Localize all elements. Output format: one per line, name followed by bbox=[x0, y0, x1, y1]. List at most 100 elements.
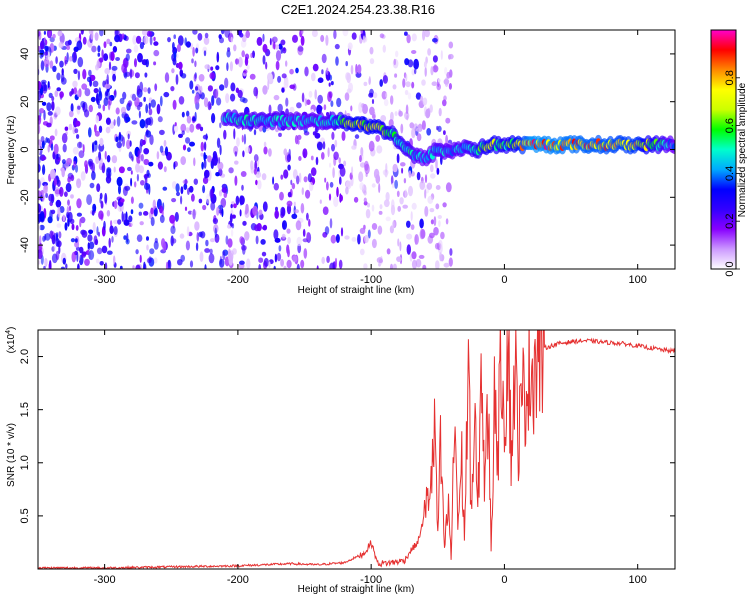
noise-speckle bbox=[195, 242, 199, 251]
noise-speckle bbox=[245, 203, 249, 214]
noise-speckle bbox=[449, 69, 453, 78]
noise-speckle bbox=[111, 236, 114, 243]
noise-speckle bbox=[49, 60, 54, 69]
noise-speckle bbox=[368, 140, 375, 152]
noise-speckle bbox=[275, 206, 278, 212]
noise-speckle bbox=[219, 258, 225, 268]
noise-speckle bbox=[193, 157, 196, 167]
noise-speckle bbox=[413, 58, 419, 70]
noise-speckle bbox=[377, 225, 383, 235]
noise-speckle bbox=[159, 95, 163, 107]
noise-speckle bbox=[98, 87, 102, 97]
noise-speckle bbox=[38, 115, 42, 125]
noise-speckle bbox=[371, 99, 375, 104]
x-tick-label: 0 bbox=[501, 274, 507, 286]
noise-speckle bbox=[245, 30, 250, 39]
noise-speckle bbox=[129, 68, 133, 79]
noise-speckle bbox=[411, 33, 417, 42]
noise-speckle bbox=[326, 112, 330, 117]
noise-speckle bbox=[333, 196, 339, 208]
noise-speckle bbox=[113, 255, 116, 265]
noise-speckle bbox=[371, 204, 375, 212]
noise-speckle bbox=[261, 173, 267, 181]
noise-speckle bbox=[88, 250, 95, 261]
noise-speckle bbox=[102, 104, 106, 112]
noise-speckle bbox=[350, 64, 354, 75]
noise-speckle bbox=[54, 90, 59, 98]
noise-speckle bbox=[42, 164, 46, 175]
noise-speckle bbox=[54, 189, 61, 195]
noise-speckle bbox=[199, 85, 203, 95]
noise-speckle bbox=[71, 251, 77, 263]
noise-speckle bbox=[49, 135, 55, 141]
y-tick-label: 1.5 bbox=[19, 402, 31, 417]
noise-speckle bbox=[222, 250, 226, 261]
noise-speckle bbox=[317, 77, 324, 83]
noise-speckle bbox=[163, 139, 167, 147]
noise-speckle bbox=[445, 182, 452, 193]
noise-speckle bbox=[444, 77, 449, 88]
noise-speckle bbox=[360, 147, 364, 157]
noise-speckle bbox=[62, 214, 66, 222]
noise-speckle bbox=[53, 111, 58, 120]
noise-speckle bbox=[261, 251, 267, 257]
noise-speckle bbox=[120, 106, 127, 115]
noise-speckle bbox=[358, 102, 363, 114]
noise-speckle bbox=[106, 250, 113, 255]
noise-speckle bbox=[331, 143, 335, 152]
noise-speckle bbox=[207, 101, 212, 111]
noise-speckle bbox=[338, 157, 341, 164]
noise-speckle bbox=[215, 88, 219, 99]
noise-speckle bbox=[53, 177, 58, 187]
noise-speckle bbox=[310, 167, 317, 177]
noise-speckle bbox=[275, 50, 282, 62]
noise-speckle bbox=[157, 116, 163, 123]
noise-speckle bbox=[327, 147, 330, 158]
noise-speckle bbox=[297, 46, 304, 52]
noise-speckle bbox=[369, 58, 375, 65]
noise-speckle bbox=[414, 234, 419, 245]
noise-speckle bbox=[448, 83, 452, 90]
noise-speckle bbox=[176, 191, 180, 197]
noise-speckle bbox=[396, 153, 400, 164]
noise-speckle bbox=[382, 44, 386, 53]
noise-speckle bbox=[402, 204, 409, 209]
noise-speckle bbox=[93, 88, 99, 94]
noise-speckle bbox=[75, 120, 81, 127]
noise-speckle bbox=[47, 81, 50, 88]
noise-speckle bbox=[145, 58, 149, 68]
noise-speckle bbox=[408, 170, 412, 179]
noise-speckle bbox=[194, 95, 197, 105]
noise-speckle bbox=[149, 134, 154, 146]
noise-speckle bbox=[173, 51, 177, 59]
noise-speckle bbox=[46, 122, 52, 128]
noise-speckle bbox=[113, 90, 117, 96]
noise-speckle bbox=[38, 123, 41, 135]
noise-speckle bbox=[250, 160, 254, 171]
noise-speckle bbox=[211, 95, 215, 106]
noise-speckle bbox=[324, 226, 330, 235]
noise-speckle bbox=[391, 220, 395, 230]
noise-speckle bbox=[362, 103, 368, 115]
noise-speckle bbox=[237, 89, 243, 99]
noise-speckle bbox=[104, 192, 108, 204]
noise-speckle bbox=[195, 86, 199, 91]
noise-speckle bbox=[43, 84, 48, 92]
noise-speckle bbox=[79, 218, 82, 228]
noise-speckle bbox=[209, 188, 214, 199]
noise-speckle bbox=[186, 110, 190, 117]
y-tick-label: 1.0 bbox=[19, 455, 31, 470]
noise-speckle bbox=[39, 224, 45, 231]
noise-speckle bbox=[171, 181, 177, 190]
noise-speckle bbox=[306, 231, 310, 241]
noise-speckle bbox=[237, 30, 242, 36]
noise-speckle bbox=[291, 213, 298, 219]
noise-speckle bbox=[45, 193, 48, 198]
spectrogram-x-ticks: -300 -200 -100 0 100 bbox=[94, 30, 647, 286]
noise-speckle bbox=[405, 81, 411, 88]
noise-speckle bbox=[135, 249, 139, 255]
noise-speckle bbox=[274, 237, 281, 243]
noise-speckle bbox=[363, 190, 367, 196]
noise-speckle bbox=[243, 133, 247, 145]
noise-speckle bbox=[411, 50, 417, 54]
